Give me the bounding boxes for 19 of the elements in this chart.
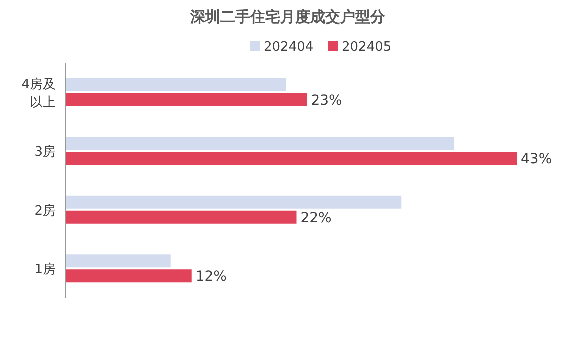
data-label: 43% (521, 152, 552, 168)
data-label: 23% (311, 92, 342, 109)
legend-label: 202404 (264, 40, 314, 55)
bar (66, 254, 171, 268)
y-tick-label: 2房 (34, 202, 56, 219)
chart-title: 深圳二手住宅月度成交户型分 (190, 8, 386, 26)
y-tick-label: 3房 (34, 144, 56, 160)
bar (66, 196, 402, 209)
legend-label: 202405 (342, 40, 392, 55)
bar (66, 210, 297, 224)
data-label: 12% (196, 269, 227, 286)
data-label: 22% (300, 210, 332, 226)
y-tick-label: 1房 (34, 262, 56, 278)
bar (66, 93, 308, 106)
bar (66, 78, 286, 92)
bar (66, 137, 454, 150)
bar (66, 270, 192, 283)
bar (66, 152, 517, 166)
y-tick-label: 4房及以上 (22, 76, 56, 110)
